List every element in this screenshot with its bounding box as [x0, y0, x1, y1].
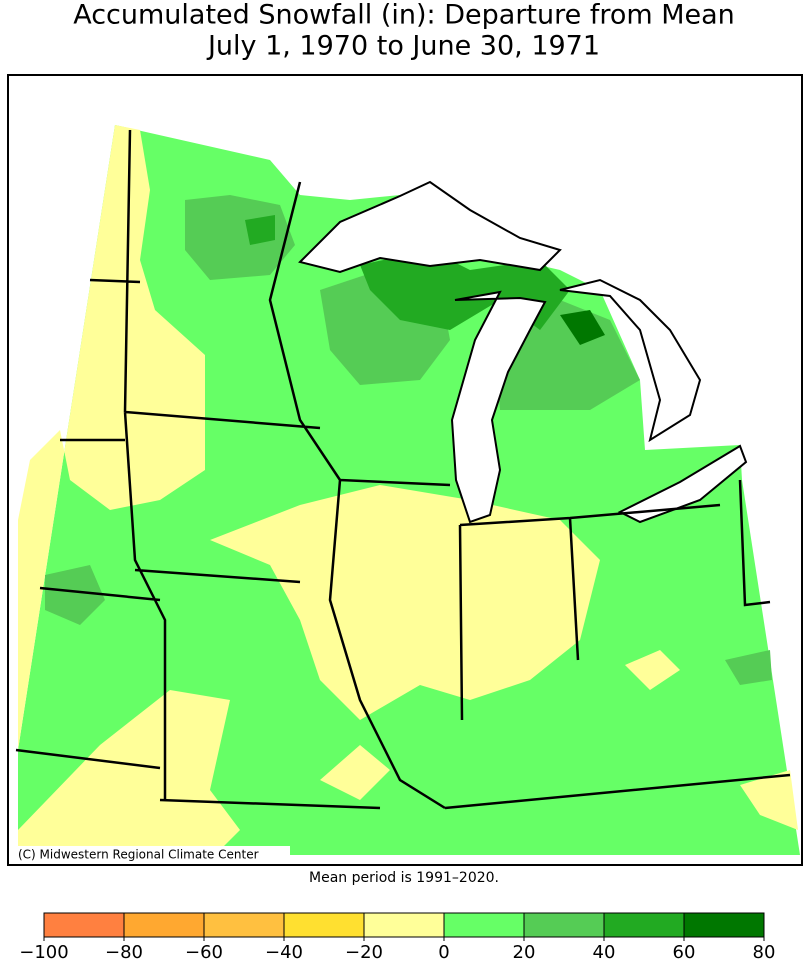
colorbar-tick-label: −100: [19, 942, 68, 963]
colorbar-bin: [523, 912, 605, 938]
lake-huron: [559, 278, 702, 443]
state-lines: [15, 129, 791, 810]
yellow-area: [18, 690, 240, 855]
colorbar-tick-label: −40: [265, 942, 303, 963]
darkestgreen-area: [560, 310, 605, 345]
colorbar: −100 −80 −60 −40 −20 0 20 40 60 80: [19, 912, 776, 963]
colorbar-tick-label: −20: [345, 942, 383, 963]
colorbar-bin: [203, 912, 285, 938]
credit-bg: [14, 846, 290, 863]
lake-superior: [298, 180, 562, 274]
colorbar-bin: [283, 912, 365, 938]
lake-erie: [617, 444, 748, 524]
yellow-area: [210, 485, 600, 720]
yellow-area: [18, 125, 205, 750]
colorbar-tick-label: 40: [593, 942, 616, 963]
colorbar-bin: [123, 912, 205, 938]
darkgreen-area: [245, 215, 570, 330]
mean-note: Mean period is 1991–2020.: [309, 870, 499, 886]
colorbar-bin: [603, 912, 685, 938]
title: Accumulated Snowfall (in): Departure fro…: [73, 0, 735, 31]
colorbar-tick-label: 60: [673, 942, 696, 963]
credit: (C) Midwestern Regional Climate Center: [18, 848, 259, 862]
colorbar-tick-label: −60: [185, 942, 223, 963]
map: (C) Midwestern Regional Climate Center: [7, 74, 803, 866]
colorbar-tick-label: −80: [105, 942, 143, 963]
subtitle: July 1, 1970 to June 30, 1971: [206, 31, 600, 62]
colorbar-tick-label: 0: [438, 942, 449, 963]
map-frame: [7, 74, 803, 866]
colorbar-bin: [363, 912, 445, 938]
colorbar-bin: [43, 912, 125, 938]
colorbar-bin: [443, 912, 525, 938]
colorbar-tick-label: 20: [513, 942, 536, 963]
colorbar-tick-label: 80: [753, 942, 776, 963]
lake-michigan: [450, 290, 547, 524]
colorbar-bin: [683, 912, 765, 938]
